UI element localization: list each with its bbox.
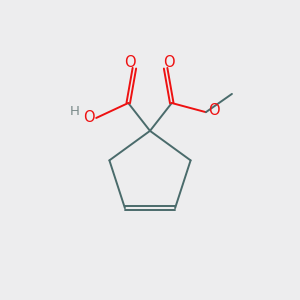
Text: O: O <box>83 110 95 125</box>
Text: O: O <box>163 56 175 70</box>
Text: O: O <box>124 56 136 70</box>
Text: O: O <box>208 103 220 118</box>
Text: H: H <box>70 105 80 118</box>
